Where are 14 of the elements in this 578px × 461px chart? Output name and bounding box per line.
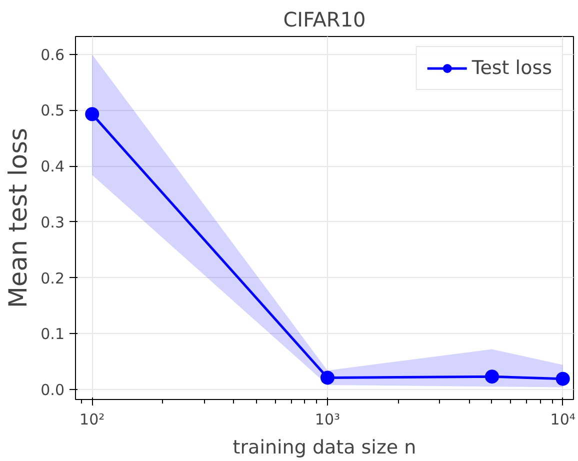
y-tick-label: 0.2 (40, 269, 65, 288)
y-tick-label: 0.0 (40, 380, 65, 399)
y-tick-label: 0.1 (40, 325, 65, 344)
y-axis-title: Mean test loss (4, 128, 33, 308)
legend-label: Test loss (472, 57, 552, 79)
x-axis-title: training data size n (232, 436, 416, 458)
x-tick-label: 10⁴ (550, 410, 576, 428)
x-tick-label: 10³ (314, 410, 340, 428)
chart-title: CIFAR10 (283, 8, 366, 32)
y-tick-label: 0.4 (40, 158, 65, 176)
y-tick-label: 0.3 (40, 213, 65, 232)
y-tick-label: 0.5 (40, 102, 65, 120)
y-tick-label: 0.6 (40, 46, 65, 64)
x-tick-label: 10² (80, 410, 105, 428)
